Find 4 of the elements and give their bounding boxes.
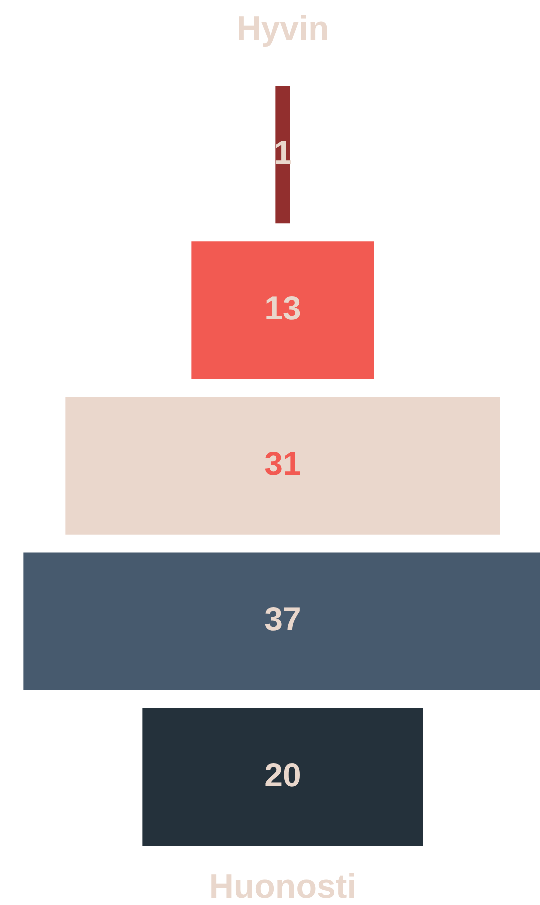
data-label: 31 [264,445,302,482]
data-label: 20 [264,756,302,794]
data-label: 13 [264,289,302,326]
data-label: 37 [264,600,302,638]
